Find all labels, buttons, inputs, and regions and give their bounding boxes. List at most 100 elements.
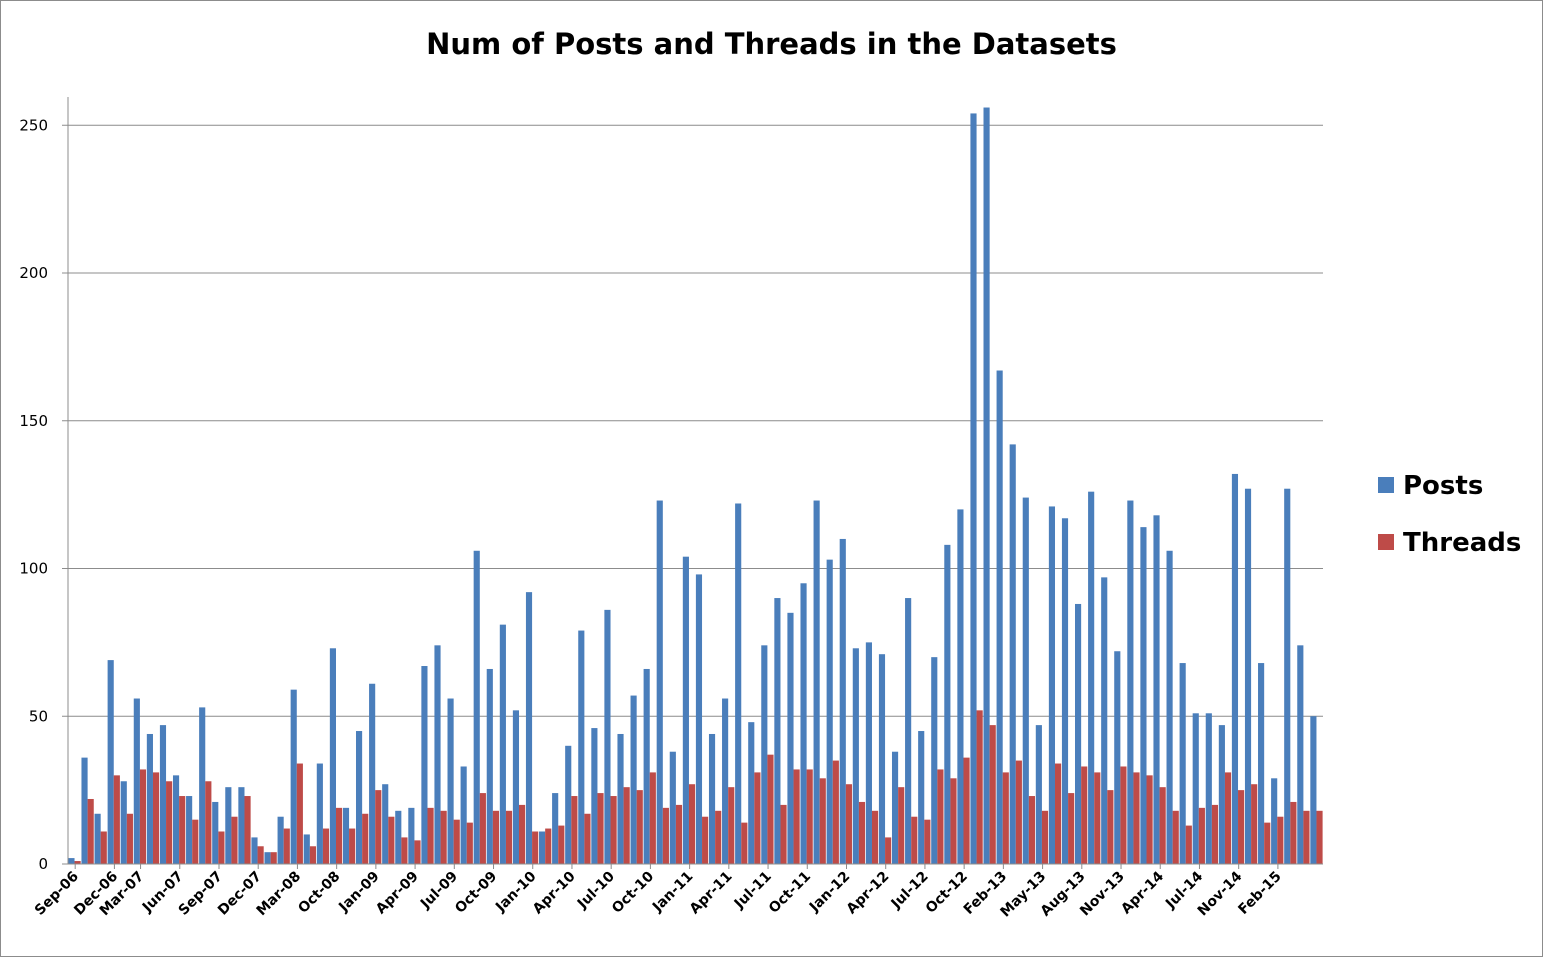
- bar-threads-21: [349, 828, 356, 864]
- bar-threads-17: [296, 763, 303, 864]
- bar-threads-64: [911, 816, 918, 864]
- bar-posts-26: [408, 807, 415, 864]
- bar-posts-49: [708, 733, 716, 864]
- legend-swatch-threads: [1378, 534, 1394, 550]
- bar-threads-16: [283, 828, 290, 864]
- bar-threads-81: [1133, 772, 1140, 864]
- bar-threads-20: [335, 807, 343, 864]
- bar-posts-39: [578, 630, 585, 864]
- bar-posts-85: [1179, 663, 1186, 864]
- bar-posts-65: [918, 731, 925, 864]
- x-tick-label: Apr-10: [530, 868, 579, 917]
- bar-threads-68: [963, 757, 970, 864]
- bar-threads-33: [505, 810, 513, 864]
- bar-posts-54: [774, 598, 781, 864]
- bar-threads-15: [270, 852, 277, 864]
- y-tick-label: 0: [38, 855, 48, 873]
- bar-posts-63: [891, 751, 899, 864]
- bar-threads-44: [649, 772, 656, 864]
- bar-threads-84: [1172, 810, 1179, 864]
- bar-posts-62: [878, 654, 886, 864]
- bar-posts-16: [277, 816, 284, 864]
- bar-threads-60: [858, 801, 866, 864]
- bar-posts-53: [761, 645, 768, 864]
- bar-posts-47: [682, 556, 689, 864]
- gridlines: [62, 124, 1323, 865]
- bar-posts-61: [865, 642, 872, 864]
- bar-posts-4: [120, 781, 127, 864]
- bar-posts-82: [1140, 527, 1147, 864]
- bar-posts-15: [264, 852, 271, 864]
- bar-threads-73: [1028, 796, 1036, 864]
- bar-posts-80: [1114, 651, 1121, 864]
- bar-posts-13: [238, 787, 245, 864]
- bar-posts-69: [970, 113, 977, 865]
- bar-posts-1: [81, 757, 88, 864]
- axes: [67, 97, 1323, 865]
- bar-threads-54: [780, 804, 787, 864]
- bar-posts-38: [565, 745, 572, 864]
- bar-posts-28: [434, 645, 441, 864]
- bar-posts-22: [355, 731, 363, 864]
- bar-threads-40: [597, 793, 604, 864]
- bar-posts-90: [1244, 488, 1252, 864]
- bar-threads-32: [492, 810, 500, 864]
- bar-threads-24: [388, 816, 395, 864]
- bar-threads-26: [414, 840, 421, 864]
- bar-posts-24: [382, 784, 389, 864]
- bar-threads-72: [1015, 760, 1022, 864]
- chart-title: Num of Posts and Threads in the Datasets: [426, 27, 1117, 61]
- bar-threads-77: [1081, 766, 1088, 864]
- bar-threads-85: [1185, 825, 1192, 864]
- bar-threads-4: [126, 813, 133, 864]
- x-tick-label: Oct-11: [766, 869, 814, 917]
- bar-threads-87: [1211, 804, 1219, 864]
- bar-posts-40: [591, 728, 598, 864]
- bar-threads-51: [741, 822, 748, 864]
- bar-threads-2: [100, 831, 107, 864]
- x-tick-label: Oct-09: [452, 869, 500, 917]
- bar-posts-0: [68, 858, 75, 864]
- y-tick-labels: 0 50 100 150 200 250: [19, 116, 48, 873]
- legend-swatch-posts: [1378, 477, 1394, 493]
- bar-posts-3: [107, 660, 114, 864]
- bar-posts-57: [813, 500, 820, 864]
- bar-threads-0: [74, 861, 81, 864]
- bar-posts-35: [525, 592, 533, 864]
- bar-posts-8: [172, 775, 180, 864]
- bar-posts-18: [303, 834, 310, 864]
- bar-threads-38: [571, 796, 578, 864]
- bar-posts-71: [996, 370, 1003, 864]
- bar-threads-70: [989, 725, 996, 864]
- bar-posts-89: [1231, 473, 1239, 864]
- bar-threads-27: [427, 807, 434, 864]
- x-tick-label: Oct-10: [609, 868, 657, 916]
- bar-threads-95: [1316, 810, 1323, 864]
- bar-threads-67: [950, 778, 957, 864]
- bar-threads-18: [309, 846, 316, 864]
- bar-threads-83: [1159, 787, 1166, 864]
- bar-threads-79: [1107, 790, 1114, 864]
- bar-posts-9: [186, 796, 193, 864]
- bar-threads-36: [545, 828, 552, 864]
- bar-posts-6: [146, 733, 153, 864]
- bar-posts-34: [512, 710, 520, 864]
- bar-threads-80: [1120, 766, 1127, 864]
- bar-threads-34: [519, 804, 526, 864]
- bar-posts-60: [852, 648, 859, 864]
- bar-threads-11: [218, 831, 225, 864]
- bar-threads-82: [1146, 775, 1153, 864]
- bar-posts-36: [539, 831, 546, 864]
- bar-posts-59: [839, 538, 846, 864]
- bar-threads-7: [166, 781, 173, 864]
- x-tick-label: Apr-09: [373, 869, 422, 918]
- x-tick-label: Feb-15: [1235, 869, 1284, 918]
- legend-label-threads: Threads: [1403, 528, 1522, 558]
- bar-threads-42: [623, 787, 630, 864]
- x-tick-label: Apr-14: [1118, 868, 1167, 917]
- bar-posts-95: [1310, 716, 1317, 864]
- bar-posts-50: [722, 698, 729, 864]
- bar-posts-64: [905, 598, 912, 864]
- bar-posts-10: [199, 707, 206, 864]
